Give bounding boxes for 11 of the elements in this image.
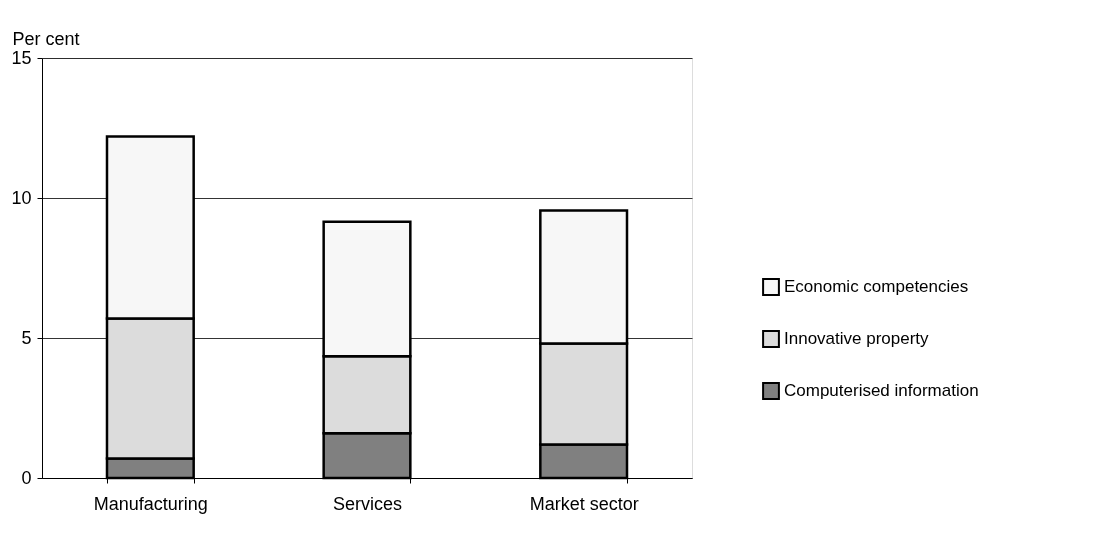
y-tick-label: 15 — [11, 47, 32, 68]
y-axis-title: Per cent — [12, 28, 80, 49]
x-tick-label: Market sector — [529, 493, 639, 514]
x-tick-label: Manufacturing — [93, 493, 208, 514]
y-tick-label: 5 — [21, 327, 32, 348]
y-tick-label: 0 — [21, 467, 32, 488]
legend-label: Computerised information — [784, 381, 979, 400]
legend-label: Economic competencies — [784, 277, 969, 296]
y-tick-label: 10 — [11, 187, 32, 208]
x-tick-label: Services — [332, 493, 403, 514]
legend-label: Innovative property — [784, 329, 930, 348]
